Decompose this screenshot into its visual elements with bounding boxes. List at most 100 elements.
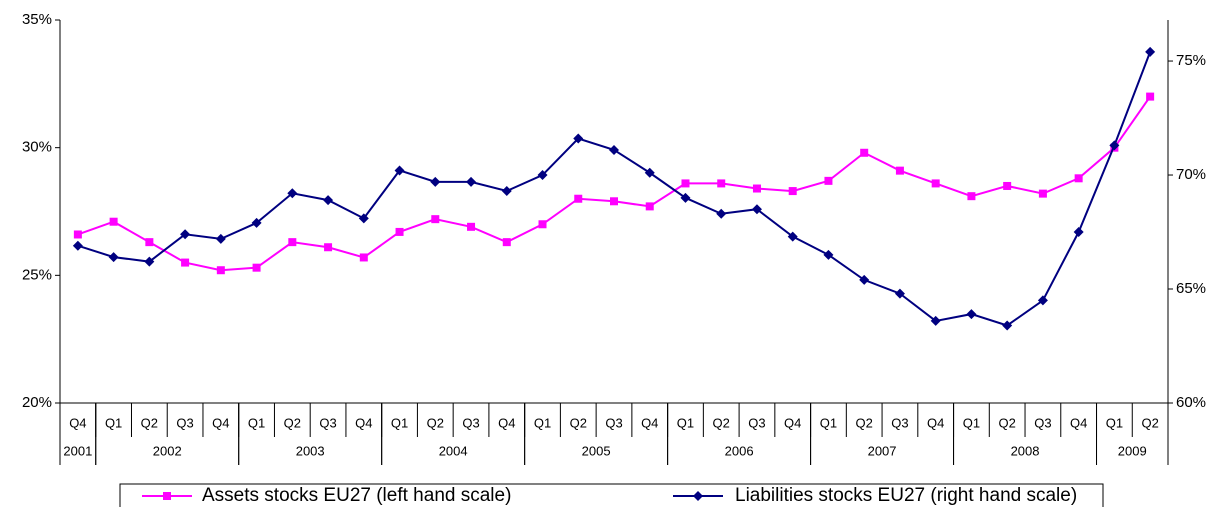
series-line bbox=[77, 96, 1151, 272]
y2-tick-label: 60% bbox=[1176, 394, 1206, 411]
data-point bbox=[824, 176, 833, 185]
data-point bbox=[324, 243, 333, 252]
x-tick-label: Q4 bbox=[784, 415, 801, 430]
legend-label: Liabilities stocks EU27 (right hand scal… bbox=[735, 485, 1077, 506]
group-label: 2001 bbox=[63, 443, 92, 458]
data-point bbox=[180, 229, 191, 240]
x-tick-label: Q4 bbox=[212, 415, 229, 430]
x-tick-label: Q1 bbox=[534, 415, 551, 430]
data-point bbox=[73, 230, 82, 239]
data-point bbox=[895, 166, 904, 175]
group-label: 2008 bbox=[1011, 443, 1040, 458]
group-label: 2009 bbox=[1118, 443, 1147, 458]
group-label: 2003 bbox=[296, 443, 325, 458]
data-point bbox=[859, 274, 870, 285]
data-point bbox=[787, 231, 798, 242]
legend-marker bbox=[693, 491, 703, 501]
y-tick-label: 35% bbox=[22, 11, 52, 28]
data-point bbox=[1002, 320, 1013, 331]
x-tick-label: Q3 bbox=[462, 415, 479, 430]
data-point bbox=[1074, 174, 1083, 183]
data-point bbox=[108, 252, 119, 263]
data-point bbox=[1109, 140, 1120, 151]
data-point bbox=[610, 197, 618, 206]
x-tick-label: Q2 bbox=[998, 415, 1015, 430]
x-tick-label: Q1 bbox=[677, 415, 694, 430]
data-point bbox=[609, 144, 619, 155]
data-point bbox=[681, 179, 690, 188]
data-point bbox=[431, 215, 440, 224]
data-point bbox=[466, 176, 477, 187]
series-line bbox=[77, 51, 1152, 327]
data-point bbox=[967, 192, 976, 201]
data-point bbox=[1037, 295, 1048, 306]
data-point bbox=[1038, 189, 1047, 198]
data-point bbox=[1073, 227, 1084, 238]
data-point bbox=[251, 217, 262, 228]
x-tick-label: Q4 bbox=[1070, 415, 1087, 430]
data-point bbox=[467, 222, 476, 231]
data-point bbox=[537, 170, 548, 181]
data-point bbox=[894, 288, 905, 299]
y2-tick-label: 70% bbox=[1176, 166, 1206, 183]
legend-label: Assets stocks EU27 (left hand scale) bbox=[202, 485, 511, 506]
data-point bbox=[323, 195, 334, 206]
y-tick-label: 20% bbox=[22, 394, 52, 411]
data-point bbox=[788, 187, 797, 196]
data-point bbox=[644, 167, 655, 178]
data-point bbox=[930, 315, 941, 326]
data-point bbox=[823, 249, 834, 260]
x-tick-label: Q3 bbox=[1034, 415, 1051, 430]
data-point bbox=[72, 240, 83, 251]
x-tick-label: Q1 bbox=[820, 415, 837, 430]
data-point bbox=[145, 238, 154, 247]
data-point bbox=[216, 266, 225, 275]
x-tick-label: Q2 bbox=[713, 415, 730, 430]
data-point bbox=[680, 192, 691, 203]
legend-box bbox=[119, 483, 1104, 507]
x-tick-label: Q3 bbox=[319, 415, 336, 430]
x-tick-label: Q1 bbox=[1106, 415, 1123, 430]
data-point bbox=[394, 165, 405, 176]
x-tick-label: Q4 bbox=[927, 415, 944, 430]
data-point bbox=[215, 233, 226, 244]
data-point bbox=[502, 238, 511, 247]
x-tick-label: Q2 bbox=[427, 415, 444, 430]
y2-tick-label: 65% bbox=[1176, 280, 1206, 297]
x-tick-label: Q2 bbox=[141, 415, 158, 430]
group-label: 2002 bbox=[153, 443, 182, 458]
data-point bbox=[1145, 46, 1156, 57]
data-point bbox=[181, 258, 190, 267]
x-tick-label: Q4 bbox=[355, 415, 372, 430]
x-tick-label: Q3 bbox=[891, 415, 908, 430]
x-tick-label: Q2 bbox=[1141, 415, 1158, 430]
data-point bbox=[931, 179, 940, 188]
y2-tick-label: 75% bbox=[1176, 52, 1206, 69]
x-tick-label: Q2 bbox=[570, 415, 587, 430]
group-label: 2006 bbox=[725, 443, 754, 458]
data-point bbox=[966, 309, 977, 320]
group-label: 2007 bbox=[868, 443, 897, 458]
data-point bbox=[538, 220, 547, 229]
group-label: 2005 bbox=[582, 443, 611, 458]
data-point bbox=[501, 185, 512, 196]
x-tick-label: Q4 bbox=[69, 415, 86, 430]
data-point bbox=[574, 194, 583, 203]
data-point bbox=[573, 133, 584, 144]
x-tick-label: Q1 bbox=[248, 415, 265, 430]
x-tick-label: Q1 bbox=[105, 415, 122, 430]
y-tick-label: 30% bbox=[22, 139, 52, 156]
data-point bbox=[358, 213, 369, 224]
data-point bbox=[287, 188, 298, 199]
data-point bbox=[752, 184, 761, 193]
data-point bbox=[1003, 181, 1012, 190]
data-point bbox=[717, 179, 726, 188]
data-point bbox=[860, 148, 869, 157]
legend-marker bbox=[163, 492, 171, 500]
data-point bbox=[1146, 92, 1155, 101]
data-point bbox=[751, 204, 762, 215]
data-point bbox=[252, 263, 261, 272]
x-tick-label: Q3 bbox=[176, 415, 193, 430]
